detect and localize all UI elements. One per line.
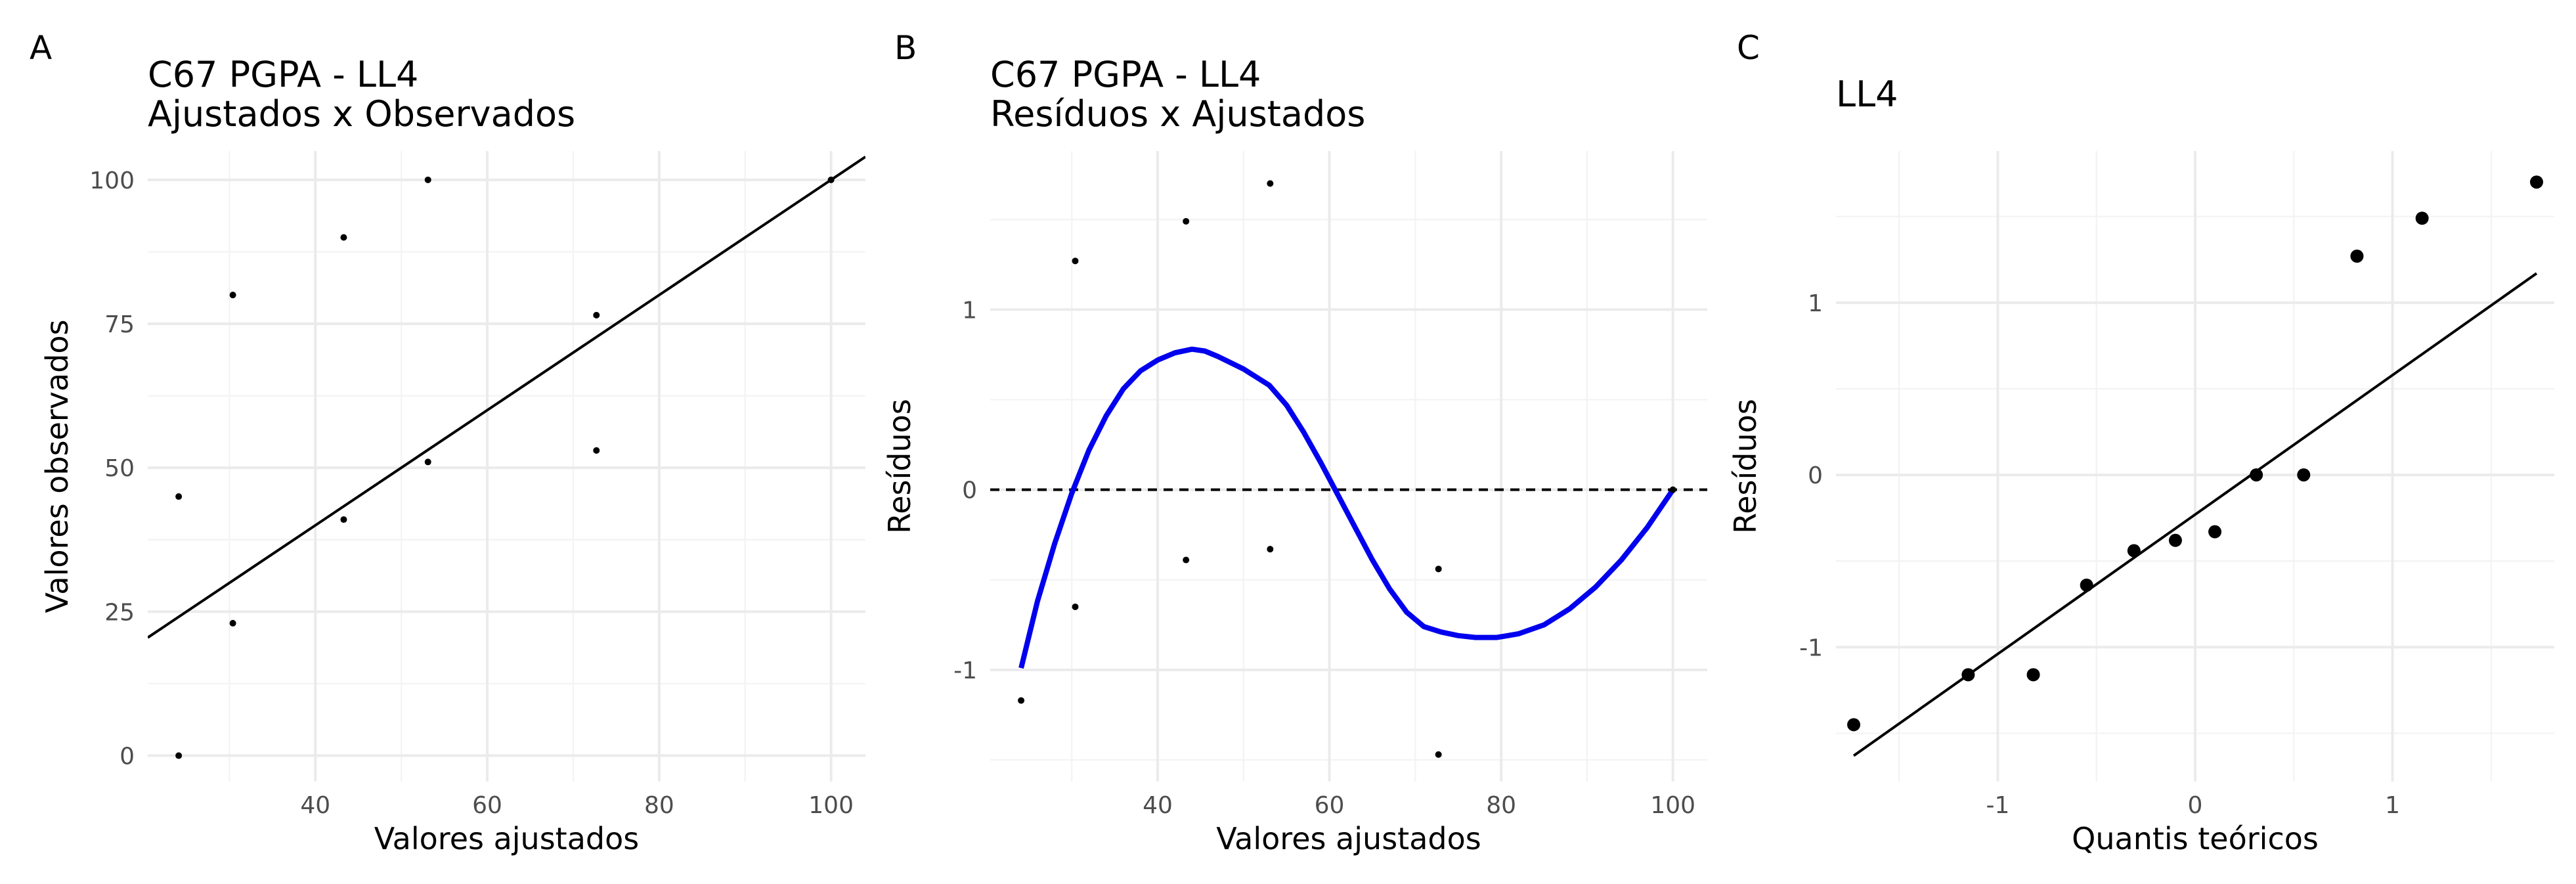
panel-letter: C [1737,29,1760,67]
data-point [2350,250,2364,263]
y-tick-label: 25 [104,599,135,626]
x-tick-label: 100 [1650,792,1695,819]
x-tick-label: 100 [808,792,854,819]
panel-letter: B [894,29,917,67]
x-tick-label: 40 [300,792,330,819]
data-point [1847,718,1861,732]
y-tick-label: 75 [104,311,135,338]
y-tick-label: -1 [953,657,977,684]
x-tick-label: 60 [472,792,502,819]
data-point [340,234,347,241]
data-point [2415,211,2429,225]
data-point [2080,578,2093,592]
y-tick-label: -1 [1799,634,1823,661]
x-tick-label: 1 [2385,792,2400,819]
x-tick-label: 0 [2188,792,2203,819]
x-axis-title: Valores ajustados [374,821,639,856]
data-point [1183,556,1190,564]
data-point [1267,180,1274,187]
smooth-curve [1018,346,1676,669]
data-point [229,292,236,299]
data-point [424,176,431,183]
data-point [1018,697,1025,704]
data-point [1072,603,1079,610]
x-tick-label: 80 [1486,792,1516,819]
x-tick-label: -1 [1986,792,2009,819]
x-axis-title: Quantis teóricos [2072,821,2319,856]
data-point [1669,486,1676,493]
chart-title: LL4 [1836,74,1898,115]
data-point [2208,525,2222,539]
y-axis-title: Resíduos [882,399,917,533]
chart-title: C67 PGPA - LL4 [990,54,1261,95]
y-tick-label: 0 [1808,462,1823,489]
data-point [827,176,835,183]
chart-title: C67 PGPA - LL4 [148,54,418,95]
y-tick-label: 1 [1808,290,1823,317]
data-point [593,447,600,454]
data-point [1267,546,1274,553]
panel-letter: A [30,29,52,67]
data-point [593,311,600,319]
y-tick-label: 0 [120,743,135,770]
data-point [2250,468,2263,482]
data-point [424,458,431,466]
y-tick-label: 1 [962,297,977,324]
y-tick-label: 0 [962,477,977,504]
data-point [2127,544,2141,558]
data-point [1435,565,1442,573]
data-point [1072,257,1079,265]
y-tick-label: 50 [104,455,135,482]
data-point [229,619,236,627]
y-tick-label: 100 [89,167,135,194]
data-point [1183,217,1190,225]
data-point [2529,175,2543,189]
data-point [2297,468,2311,482]
data-point [175,493,183,500]
x-tick-label: 60 [1315,792,1345,819]
data-point [340,516,347,523]
x-tick-label: 80 [644,792,674,819]
y-axis-title: Resíduos [1728,399,1763,533]
x-tick-label: 40 [1143,792,1173,819]
data-point [1961,668,1975,682]
data-point [2026,668,2040,682]
x-axis-title: Valores ajustados [1216,821,1481,856]
identity-line [148,156,865,639]
chart-subtitle: Ajustados x Observados [148,93,575,135]
y-axis-title: Valores observados [39,319,75,613]
panel-c: C LL4 -1 0 1 -1 0 1 Quantis teóricos Resíduos [1728,29,2554,856]
data-point [175,752,183,759]
data-point [1435,751,1442,758]
chart-subtitle: Resíduos x Ajustados [990,93,1365,135]
data-point [2168,533,2182,547]
